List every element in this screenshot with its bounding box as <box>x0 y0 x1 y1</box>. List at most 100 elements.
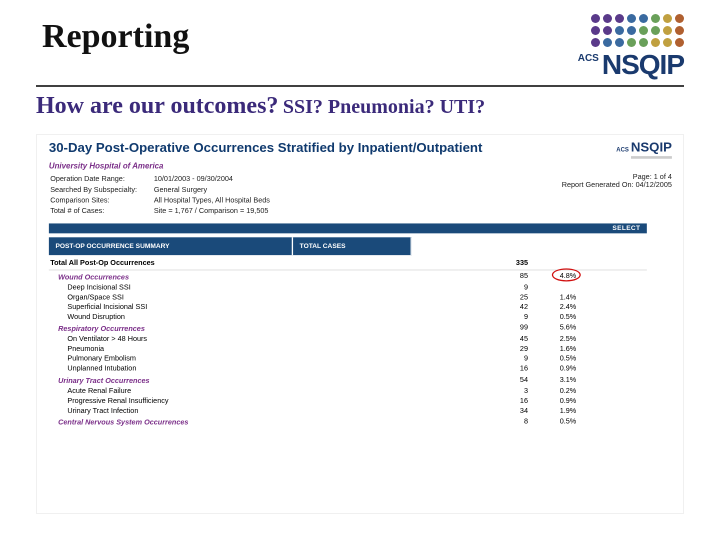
select-bar[interactable]: SELECT <box>49 223 647 233</box>
occurrence-name: Pneumonia <box>49 344 459 354</box>
meta-label: Total # of Cases: <box>50 206 152 215</box>
occurrence-row: Pulmonary Embolism90.5% <box>49 354 647 364</box>
occurrence-pct: 1.6% <box>558 344 647 354</box>
group-row: Respiratory Occurrences995.6% <box>49 322 647 334</box>
occurrence-name: Deep Incisional SSI <box>49 282 459 292</box>
logo-dot <box>651 38 660 47</box>
group-count: 54 <box>459 374 559 386</box>
meta-value: 10/01/2003 - 09/30/2004 <box>154 175 275 184</box>
occurrence-pct: 0.5% <box>558 354 647 364</box>
slide-title: Reporting <box>36 18 189 56</box>
occurrence-name: Acute Renal Failure <box>49 386 459 396</box>
logo-dot <box>603 26 612 35</box>
occurrence-count: 29 <box>459 344 559 354</box>
logo-nsqip-text: NSQIP <box>602 49 684 81</box>
occurrence-pct: 2.4% <box>558 302 647 312</box>
occurrence-name: Urinary Tract Infection <box>49 406 459 416</box>
occurrence-name: Superficial Incisional SSI <box>49 302 459 312</box>
report-generated-date: Report Generated On: 04/12/2005 <box>562 181 672 189</box>
occurrence-count: 45 <box>459 334 559 344</box>
logo-dot <box>675 38 684 47</box>
occurrence-name: On Ventilator > 48 Hours <box>49 334 459 344</box>
group-name: Central Nervous System Occurrences <box>49 416 459 428</box>
logo-dot <box>663 26 672 35</box>
logo-dot <box>591 38 600 47</box>
slide: Reporting ACS NSQIP How are our outcomes… <box>0 0 720 540</box>
occurrence-pct: 0.9% <box>558 396 647 406</box>
logo-dot <box>591 26 600 35</box>
total-value: 335 <box>459 258 559 270</box>
group-pct: 3.1% <box>558 374 647 386</box>
logo-dot <box>639 38 648 47</box>
logo-dot <box>615 26 624 35</box>
group-row: Central Nervous System Occurrences80.5% <box>49 416 647 428</box>
occurrence-name: Organ/Space SSI <box>49 292 459 302</box>
occurrence-row: Deep Incisional SSI9 <box>49 282 647 292</box>
logo-dot <box>651 14 660 23</box>
meta-label: Operation Date Range: <box>50 175 152 184</box>
total-label: Total All Post-Op Occurrences <box>49 258 459 270</box>
logo-dot <box>627 26 636 35</box>
logo-dot <box>663 14 672 23</box>
meta-value: General Surgery <box>154 185 275 194</box>
report-logo-acs: ACS <box>616 146 629 153</box>
report-screenshot: 30-Day Post-Operative Occurrences Strati… <box>36 134 684 514</box>
occurrence-name: Unplanned Intubation <box>49 364 459 374</box>
occurrence-row: Acute Renal Failure30.2% <box>49 386 647 396</box>
logo-dot <box>675 26 684 35</box>
occurrence-row: Organ/Space SSI251.4% <box>49 292 647 302</box>
report-meta-right: Page: 1 of 4 Report Generated On: 04/12/… <box>562 173 672 217</box>
logo-dot <box>639 26 648 35</box>
report-logo-nsqip: NSQIP <box>631 140 672 158</box>
group-name: Respiratory Occurrences <box>49 322 459 334</box>
occurrence-count: 3 <box>459 386 559 396</box>
logo-dot <box>675 14 684 23</box>
logo-dot <box>615 14 624 23</box>
logo-text: ACS NSQIP <box>578 49 684 81</box>
meta-value: Site = 1,767 / Comparison = 19,505 <box>154 206 275 215</box>
occurrence-pct: 0.2% <box>558 386 647 396</box>
col-header-summary: POST-OP OCCURRENCE SUMMARY <box>49 237 293 255</box>
logo-dot <box>603 38 612 47</box>
logo-dot <box>591 14 600 23</box>
occurrence-row: Progressive Renal Insufficiency160.9% <box>49 396 647 406</box>
occurrence-name: Progressive Renal Insufficiency <box>49 396 459 406</box>
summary-table-header: POST-OP OCCURRENCE SUMMARY TOTAL CASES <box>49 237 647 255</box>
report-page: 30-Day Post-Operative Occurrences Strati… <box>37 135 684 433</box>
group-name: Wound Occurrences <box>49 270 459 283</box>
group-pct: 4.8% <box>558 270 647 283</box>
occurrence-pct: 2.5% <box>558 334 647 344</box>
total-row: Total All Post-Op Occurrences 335 <box>49 258 647 270</box>
occurrence-count: 9 <box>459 312 559 322</box>
occurrence-table: Total All Post-Op Occurrences 335 Wound … <box>49 258 647 428</box>
logo-dot-grid <box>591 14 684 47</box>
occurrence-pct: 1.9% <box>558 406 647 416</box>
occurrence-row: Urinary Tract Infection341.9% <box>49 406 647 416</box>
logo-acs-text: ACS <box>578 53 599 64</box>
report-header: 30-Day Post-Operative Occurrences Strati… <box>49 140 672 158</box>
report-metadata: Operation Date Range:10/01/2003 - 09/30/… <box>49 173 672 217</box>
logo-dot <box>663 38 672 47</box>
meta-value: All Hospital Types, All Hospital Beds <box>154 196 275 205</box>
occurrence-count: 42 <box>459 302 559 312</box>
logo-dot <box>651 26 660 35</box>
report-meta-left: Operation Date Range:10/01/2003 - 09/30/… <box>49 173 277 217</box>
group-count: 99 <box>459 322 559 334</box>
occurrence-row: Superficial Incisional SSI422.4% <box>49 302 647 312</box>
occurrence-count: 9 <box>459 282 559 292</box>
group-name: Urinary Tract Occurrences <box>49 374 459 386</box>
occurrence-count: 16 <box>459 396 559 406</box>
logo-dot <box>639 14 648 23</box>
slide-subtitle: How are our outcomes? SSI? Pneumonia? UT… <box>36 93 684 120</box>
group-row: Wound Occurrences854.8% <box>49 270 647 283</box>
occurrence-pct: 1.4% <box>558 292 647 302</box>
group-pct: 5.6% <box>558 322 647 334</box>
title-divider <box>36 85 684 87</box>
logo-dot <box>627 38 636 47</box>
group-row: Urinary Tract Occurrences543.1% <box>49 374 647 386</box>
occurrence-row: Pneumonia291.6% <box>49 344 647 354</box>
highlight-circle <box>552 268 581 281</box>
occurrence-count: 34 <box>459 406 559 416</box>
occurrence-pct: 0.5% <box>558 312 647 322</box>
col-header-total: TOTAL CASES <box>293 237 412 255</box>
